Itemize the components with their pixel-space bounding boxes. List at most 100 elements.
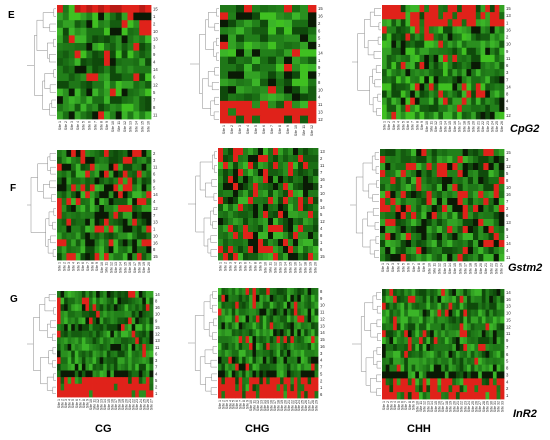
heatmap-cell (498, 254, 505, 262)
heatmap-cell (57, 344, 61, 352)
heatmap-cell (428, 5, 435, 13)
heatmap-cell (492, 371, 498, 379)
heatmap-cell (308, 183, 314, 191)
heatmap-cell (452, 163, 458, 171)
heatmap-cell (297, 391, 302, 399)
heatmap-cell (278, 211, 284, 219)
heatmap-cell (436, 254, 443, 262)
heatmap-cell (459, 295, 464, 304)
heatmap-cell (133, 27, 140, 36)
heatmap-cell (455, 295, 461, 304)
heatmap-cell (89, 330, 93, 338)
heatmap-cell (235, 315, 240, 323)
heatmap-cell (255, 322, 260, 330)
heatmap-cell (145, 291, 150, 299)
heatmap-cell (89, 377, 93, 385)
heatmap-cell (500, 357, 505, 366)
heatmap-cell (273, 183, 279, 191)
site-label: Site 2 (230, 125, 234, 134)
heatmap-cell (231, 336, 236, 344)
heatmap-cell (452, 378, 457, 386)
site-label: Site 13 (279, 262, 283, 273)
heatmap-cell (447, 26, 453, 34)
heatmap-cell (86, 81, 93, 89)
heatmap-cell (262, 349, 267, 358)
heatmap-cell (400, 76, 406, 84)
heatmap-cell (444, 371, 449, 379)
heatmap-cell (488, 205, 495, 213)
site-label: Site 1 (218, 400, 222, 409)
heatmap-cell (66, 218, 72, 227)
heatmap-cell (396, 111, 402, 120)
heatmap-cell (106, 337, 111, 345)
heatmap-cell (311, 384, 315, 392)
heatmap-cell (457, 97, 463, 106)
heatmap-cell (253, 211, 259, 219)
site-label: Site 6 (88, 121, 92, 130)
dendrogram-branch (205, 19, 214, 50)
heatmap-cell (106, 350, 111, 358)
heatmap-cell (391, 40, 397, 49)
heatmap-cell (124, 377, 129, 385)
site-label: Site 30 (489, 401, 493, 412)
row-label: 14 (153, 192, 158, 197)
heatmap-cell (395, 191, 402, 199)
heatmap-cell (298, 218, 304, 226)
heatmap-cell (385, 156, 391, 164)
heatmap-cell (470, 378, 475, 386)
heatmap-cell (245, 391, 250, 399)
row-label: 1 (506, 20, 509, 25)
heatmap-cell (473, 156, 479, 164)
heatmap-cell (249, 308, 253, 316)
heatmap-cell (85, 357, 90, 365)
heatmap-cell (145, 344, 150, 352)
heatmap-cell (438, 69, 444, 77)
heatmap-cell (68, 43, 76, 51)
heatmap-cell (400, 33, 406, 42)
heatmap-cell (488, 233, 495, 241)
heatmap-cell (478, 212, 484, 220)
heatmap-cell (245, 288, 250, 296)
site-label: Site 11 (302, 125, 306, 136)
heatmap-cell (498, 226, 505, 234)
heatmap-cell (438, 111, 444, 120)
heatmap-cell (260, 115, 269, 124)
row-label: 8 (153, 247, 156, 252)
heatmap-cell (431, 177, 438, 185)
heatmap-cell (71, 156, 77, 165)
heatmap-cell (385, 177, 391, 185)
heatmap-cell (99, 330, 104, 338)
heatmap-cell (447, 198, 453, 206)
heatmap-cell (104, 205, 110, 213)
heatmap-cell (104, 156, 110, 165)
heatmap-cell (131, 330, 136, 338)
heatmap-cell (441, 385, 446, 393)
heatmap-cell (135, 350, 140, 358)
site-label: Site 24 (297, 400, 301, 411)
heatmap-cell (474, 316, 479, 324)
heatmap-cell (231, 315, 236, 323)
heatmap-cell (66, 191, 72, 199)
heatmap-cell (218, 190, 224, 198)
heatmap-cell (113, 184, 119, 192)
site-label: Site 12 (423, 401, 427, 412)
site-label: Site 26 (146, 399, 150, 410)
row-label: 3 (155, 358, 158, 363)
dendrogram-branch (202, 78, 211, 109)
heatmap-cell (71, 184, 77, 192)
heatmap-cell (81, 337, 86, 345)
heatmap-cell (127, 163, 133, 172)
heatmap-cell (433, 12, 439, 20)
site-label: Site 6 (262, 125, 266, 134)
dendrogram-branch (207, 71, 215, 87)
heatmap-cell (74, 337, 79, 345)
heatmap-cell (276, 315, 281, 323)
heatmap-cell (426, 177, 433, 185)
row-label: 8 (506, 92, 509, 97)
heatmap-cell (303, 211, 309, 219)
heatmap-cell (489, 385, 494, 393)
heatmap-cell (66, 246, 72, 254)
dendrogram-branch (52, 347, 56, 355)
heatmap-cell (249, 370, 253, 378)
heatmap-cell (231, 301, 236, 310)
